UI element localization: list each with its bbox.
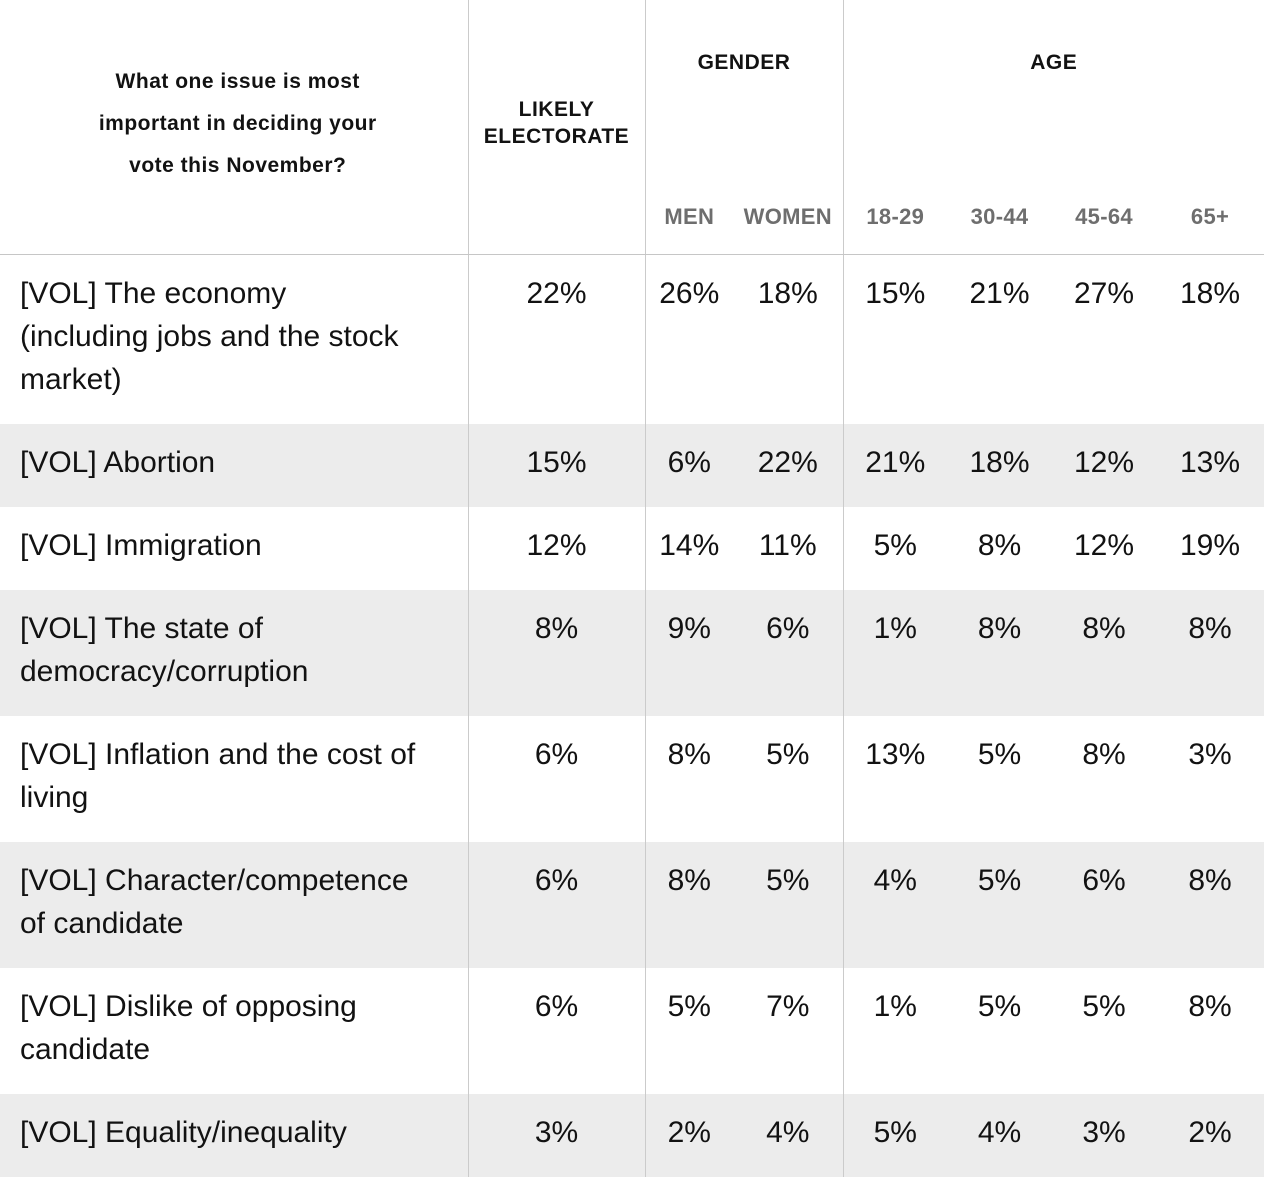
- row-label: [VOL] Immigration: [0, 506, 469, 590]
- col-header-likely-electorate: LIKELY ELECTORATE: [468, 0, 646, 255]
- data-cell: 3%: [1082, 1115, 1126, 1149]
- data-cell: 8%: [1188, 863, 1232, 897]
- col-header-age-30-44: 30-44: [947, 110, 1053, 255]
- row-label: [VOL] The economy (including jobs and th…: [0, 254, 469, 424]
- column-group-row: What one issue is most important in deci…: [0, 0, 1264, 255]
- data-cell: 5%: [667, 989, 711, 1023]
- row-label: [VOL] The state of democracy/corruption: [0, 589, 469, 716]
- data-cell: 1%: [873, 989, 917, 1023]
- data-cell: 21%: [969, 276, 1030, 310]
- table-row: [VOL] Dislike of opposing candidate 6% 5…: [0, 967, 1264, 1094]
- table-row: [VOL] Abortion 15% 6% 22% 21% 18% 12% 13…: [0, 423, 1264, 507]
- data-cell: 14%: [659, 528, 720, 562]
- data-cell: 8%: [468, 589, 646, 716]
- data-cell: 5%: [873, 528, 917, 562]
- data-cell: 8%: [667, 737, 711, 771]
- data-cell: 18%: [1180, 276, 1241, 310]
- table-header: What one issue is most important in deci…: [0, 0, 1264, 255]
- data-cell: 3%: [1188, 737, 1232, 771]
- data-cell: 18%: [733, 254, 844, 424]
- data-cell: 4%: [873, 863, 917, 897]
- table-row: [VOL] Immigration 12% 14% 11% 5% 8% 12% …: [0, 506, 1264, 590]
- column-group-age: AGE: [1030, 51, 1078, 74]
- data-cell: 6%: [667, 445, 711, 479]
- data-cell: 5%: [733, 841, 844, 968]
- data-cell: 2%: [667, 1115, 711, 1149]
- data-cell: 8%: [667, 863, 711, 897]
- data-cell: 19%: [1180, 528, 1241, 562]
- data-cell: 7%: [733, 967, 844, 1094]
- data-cell: 22%: [733, 423, 844, 507]
- data-cell: 13%: [1180, 445, 1241, 479]
- data-cell: 15%: [865, 276, 926, 310]
- data-cell: 15%: [468, 423, 646, 507]
- data-cell: 1%: [873, 611, 917, 645]
- data-cell: 8%: [1188, 989, 1232, 1023]
- table-row: [VOL] The economy (including jobs and th…: [0, 254, 1264, 424]
- data-cell: 26%: [659, 276, 720, 310]
- column-header-row: MEN WOMEN 18-29 30-44 45-64 65+: [0, 110, 1264, 255]
- row-label: [VOL] Inflation and the cost of living: [0, 715, 469, 842]
- data-cell: 6%: [468, 967, 646, 1094]
- data-cell: 21%: [865, 445, 926, 479]
- data-cell: 6%: [1082, 863, 1126, 897]
- col-header-age-18-29: 18-29: [843, 110, 948, 255]
- data-cell: 6%: [468, 841, 646, 968]
- data-cell: 5%: [977, 737, 1022, 771]
- data-cell: 6%: [733, 589, 844, 716]
- question-title: What one issue is most important in deci…: [0, 0, 469, 255]
- data-cell: 8%: [977, 528, 1022, 562]
- row-label: [VOL] Abortion: [0, 423, 469, 507]
- data-cell: 12%: [1073, 445, 1135, 479]
- data-cell: 5%: [733, 715, 844, 842]
- table-row: [VOL] Character/competence of candidate …: [0, 841, 1264, 968]
- data-cell: 5%: [977, 989, 1022, 1023]
- data-cell: 9%: [667, 611, 711, 645]
- data-cell: 4%: [977, 1115, 1022, 1149]
- table-row: [VOL] The state of democracy/corruption …: [0, 589, 1264, 716]
- data-cell: 5%: [1082, 989, 1126, 1023]
- data-cell: 5%: [873, 1115, 917, 1149]
- data-cell: 8%: [977, 611, 1022, 645]
- data-cell: 8%: [1082, 611, 1126, 645]
- row-label: [VOL] Character/competence of candidate: [0, 841, 469, 968]
- data-cell: 5%: [977, 863, 1022, 897]
- data-cell: 4%: [733, 1093, 844, 1177]
- data-cell: 18%: [969, 445, 1030, 479]
- data-cell: 12%: [1073, 528, 1135, 562]
- data-cell: 8%: [1082, 737, 1126, 771]
- col-header-age-65-plus: 65+: [1156, 110, 1264, 255]
- data-cell: 8%: [1188, 611, 1232, 645]
- data-cell: 2%: [1188, 1115, 1232, 1149]
- data-cell: 11%: [733, 506, 844, 590]
- col-header-men: MEN: [645, 110, 733, 255]
- data-cell: 12%: [468, 506, 646, 590]
- data-cell: 3%: [468, 1093, 646, 1177]
- column-group-gender: GENDER: [645, 0, 844, 110]
- col-header-women: WOMEN: [733, 110, 844, 255]
- table-row: [VOL] Equality/inequality 3% 2% 4% 5% 4%…: [0, 1093, 1264, 1177]
- col-header-age-45-64: 45-64: [1052, 110, 1157, 255]
- data-cell: 27%: [1073, 276, 1135, 310]
- row-label: [VOL] Dislike of opposing candidate: [0, 967, 469, 1094]
- data-cell: 6%: [468, 715, 646, 842]
- table-row: [VOL] Inflation and the cost of living 6…: [0, 715, 1264, 842]
- row-label: [VOL] Equality/inequality: [0, 1093, 469, 1177]
- data-cell: 13%: [865, 737, 926, 771]
- data-cell: 22%: [468, 254, 646, 424]
